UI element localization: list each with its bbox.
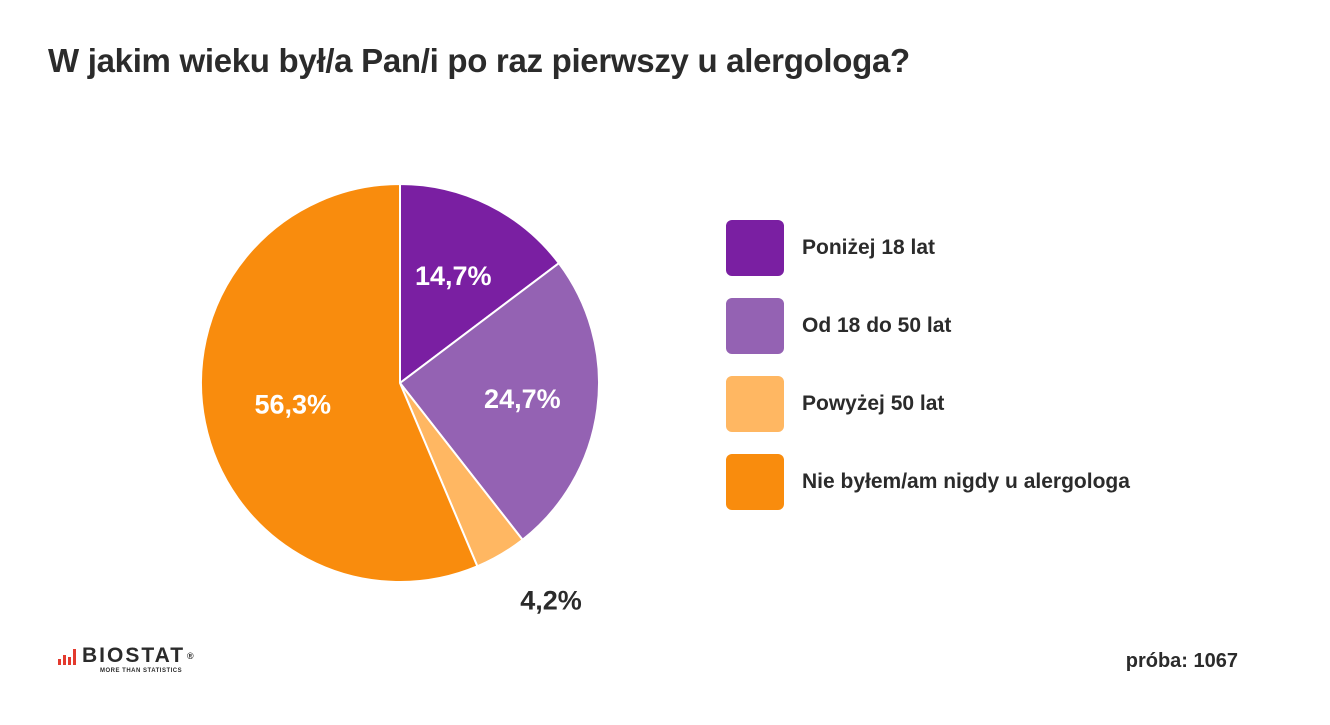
biostat-logo: BIOSTAT ® MORE THAN STATISTICS [58, 644, 196, 674]
pie-data-label: 4,2% [520, 585, 582, 615]
legend-swatch [726, 220, 784, 276]
legend-label: Poniżej 18 lat [802, 236, 936, 259]
legend-label: Powyżej 50 lat [802, 392, 945, 415]
pie-slice [200, 182, 479, 583]
pie-data-label: 24,7% [484, 384, 561, 414]
pie-slice [398, 261, 600, 542]
pie-data-label: 14,7% [415, 261, 492, 291]
legend-item-powyzej-50: Powyżej 50 lat [726, 376, 1130, 432]
registered-mark: ® [187, 651, 196, 661]
pie-data-label: 56,3% [254, 390, 331, 420]
logo-bars-icon [58, 649, 76, 665]
legend-label: Od 18 do 50 lat [802, 314, 952, 337]
legend-item-nigdy: Nie byłem/am nigdy u alergologa [726, 454, 1130, 510]
legend-swatch [726, 454, 784, 510]
pie-slice [399, 182, 561, 386]
legend: Poniżej 18 lat Od 18 do 50 lat Powyżej 5… [726, 220, 1130, 532]
legend-item-ponizej-18: Poniżej 18 lat [726, 220, 1130, 276]
legend-swatch [726, 298, 784, 354]
logo-name: BIOSTAT ® [82, 644, 196, 667]
sample-size: próba: 1067 [1125, 650, 1238, 672]
legend-item-od-18-do-50: Od 18 do 50 lat [726, 298, 1130, 354]
logo-tagline: MORE THAN STATISTICS [100, 668, 183, 674]
legend-label: Nie byłem/am nigdy u alergologa [802, 470, 1130, 493]
chart-title: W jakim wieku był/a Pan/i po raz pierwsz… [48, 42, 910, 79]
legend-swatch [726, 376, 784, 432]
